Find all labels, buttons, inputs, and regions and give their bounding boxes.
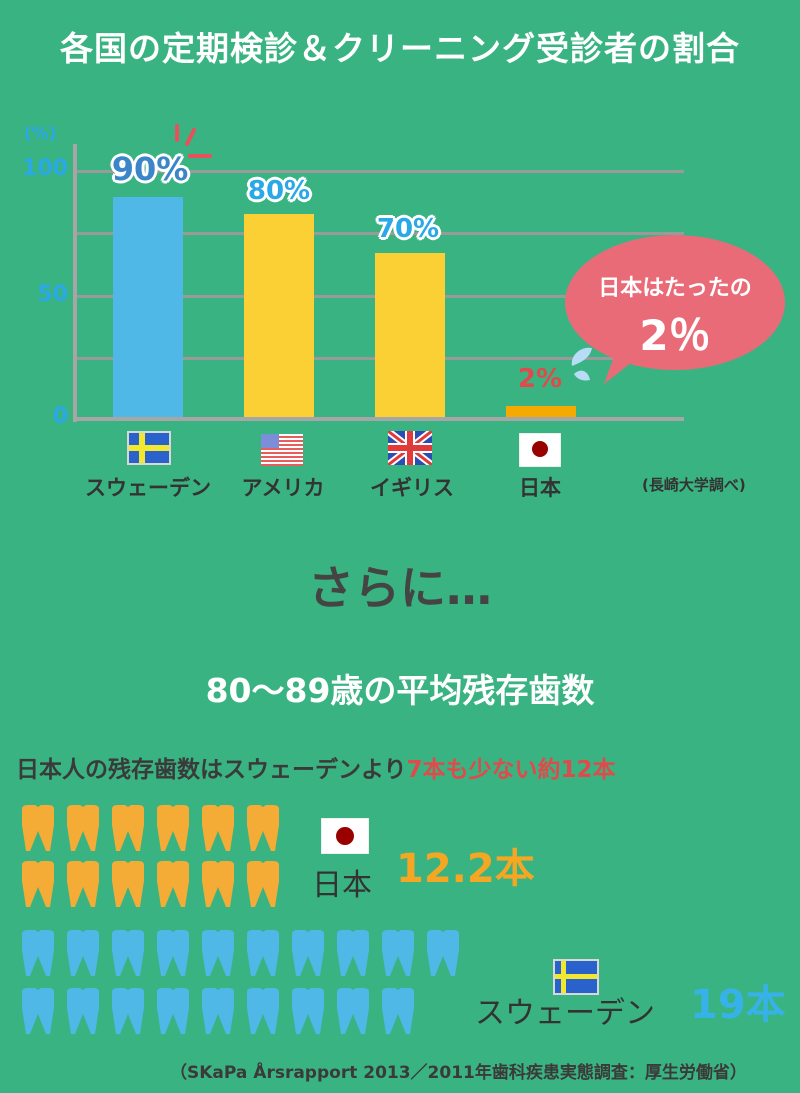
- tooth-icon: [67, 930, 99, 976]
- japan-flag-icon: [321, 818, 369, 854]
- usa-flag-icon: [261, 434, 303, 466]
- bar-label-sweden: 90%: [111, 150, 189, 188]
- tooth-icon: [112, 805, 144, 851]
- tooth-icon: [247, 930, 279, 976]
- y-tick-50: 50: [37, 282, 68, 307]
- speech-bubble: [565, 235, 785, 370]
- chart-title: 各国の定期検診＆クリーニング受診者の割合: [60, 29, 740, 68]
- bar-sweden: [113, 197, 183, 417]
- tooth-icon: [337, 988, 369, 1034]
- bar-label-japan: 2%: [517, 364, 563, 394]
- tooth-icon: [202, 805, 234, 851]
- tooth-icon: [427, 930, 459, 976]
- x-label-uk: イギリス: [370, 476, 454, 500]
- tooth-icon: [247, 988, 279, 1034]
- y-tick-0: 0: [52, 404, 68, 429]
- bar-uk: [375, 253, 445, 417]
- bar-label-usa: 80%: [247, 176, 311, 206]
- gridline-100: [76, 170, 684, 173]
- tooth-icon: [22, 988, 54, 1034]
- tooth-icon: [67, 988, 99, 1034]
- sweden-flag-icon: [553, 959, 599, 995]
- sweden-value: 19本: [690, 982, 786, 1028]
- tooth-icon: [157, 988, 189, 1034]
- tooth-icon: [67, 805, 99, 851]
- tooth-icon: [292, 988, 324, 1034]
- tooth-icon: [337, 930, 369, 976]
- comparison-prefix: 日本人の残存歯数はスウェーデンより: [16, 757, 407, 783]
- tooth-icon: [292, 930, 324, 976]
- tooth-icon: [22, 930, 54, 976]
- tooth-icon: [382, 988, 414, 1034]
- comparison-sentence: 日本人の残存歯数はスウェーデンより7本も少ない約12本: [16, 750, 616, 784]
- bar-label-uk: 70%: [376, 214, 440, 244]
- uk-flag-icon: [388, 431, 432, 465]
- tooth-icon: [112, 988, 144, 1034]
- tooth-icon: [202, 930, 234, 976]
- transition-text: さらに…: [308, 561, 492, 615]
- x-label-sweden: スウェーデン: [85, 476, 211, 500]
- y-axis: [73, 144, 77, 422]
- tooth-icon: [157, 805, 189, 851]
- tooth-icon: [112, 930, 144, 976]
- data-source: （SKaPa Årsrapport 2013／2011年歯科疾患実態調査：厚生労…: [170, 1063, 747, 1083]
- chart-source: (長崎大学調べ): [642, 476, 746, 494]
- tooth-icon: [22, 805, 54, 851]
- japan-flag-icon: [519, 433, 561, 467]
- tooth-icon: [382, 930, 414, 976]
- bar-japan: [506, 406, 576, 417]
- comparison-highlight: 7本も少ない約12本: [406, 757, 616, 783]
- tooth-icon: [247, 805, 279, 851]
- tooth-icon: [202, 988, 234, 1034]
- x-axis: [73, 417, 684, 421]
- section-title: 80〜89歳の平均残存歯数: [205, 671, 595, 710]
- sweden-label: スウェーデン: [475, 996, 655, 1031]
- tooth-icon: [247, 861, 279, 907]
- speech-bubble-line2: 2％: [639, 311, 711, 360]
- sweat-drop-icon: [571, 347, 592, 381]
- bar-usa: [244, 214, 314, 417]
- sparkle-icon: [175, 124, 212, 158]
- speech-bubble-line1: 日本はたったの: [598, 276, 752, 301]
- gridline-75: [76, 232, 684, 235]
- tooth-icon: [202, 861, 234, 907]
- tooth-icon: [67, 861, 99, 907]
- y-axis-unit: (%): [24, 124, 57, 144]
- tooth-icon: [22, 861, 54, 907]
- x-label-japan: 日本: [519, 476, 561, 500]
- y-tick-100: 100: [22, 156, 68, 181]
- tooth-icon: [157, 861, 189, 907]
- tooth-icon: [112, 861, 144, 907]
- x-label-usa: アメリカ: [241, 476, 325, 500]
- japan-value: 12.2本: [396, 846, 535, 892]
- tooth-icon: [157, 930, 189, 976]
- sweden-flag-icon: [127, 431, 171, 465]
- japan-label: 日本: [312, 868, 372, 903]
